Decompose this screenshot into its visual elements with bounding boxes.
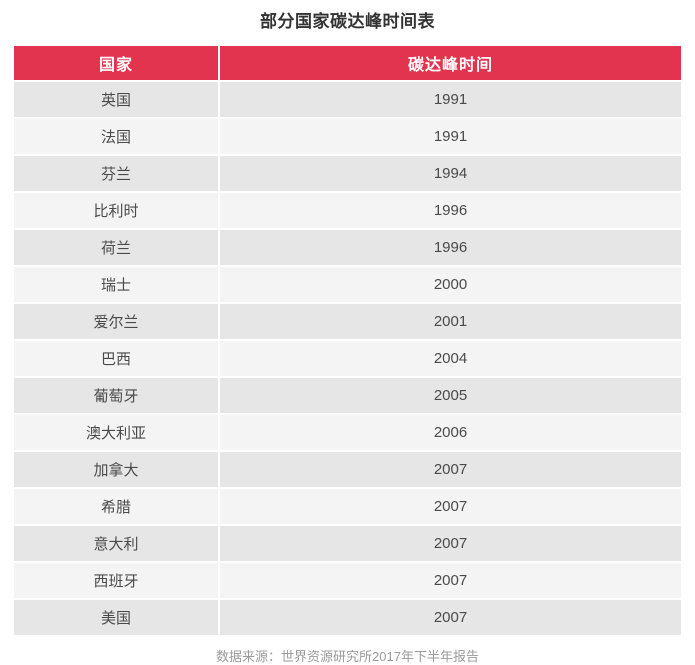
year-cell: 2007 (219, 488, 681, 526)
country-cell: 芬兰 (14, 155, 220, 193)
country-cell: 法国 (14, 118, 220, 156)
year-cell: 2007 (219, 525, 681, 563)
table-row: 爱尔兰 2001 (14, 303, 681, 341)
country-cell: 澳大利亚 (14, 414, 220, 452)
year-cell: 2007 (219, 562, 681, 600)
table-row: 西班牙 2007 (14, 562, 681, 600)
year-cell: 1996 (219, 229, 681, 267)
year-cell: 2000 (219, 266, 681, 304)
country-cell: 瑞士 (14, 266, 220, 304)
table-row: 美国 2007 (14, 599, 681, 637)
year-cell: 2007 (219, 451, 681, 489)
country-cell: 加拿大 (14, 451, 220, 489)
country-cell: 爱尔兰 (14, 303, 220, 341)
header-country: 国家 (14, 46, 220, 82)
country-cell: 葡萄牙 (14, 377, 220, 415)
table-row: 希腊 2007 (14, 488, 681, 526)
year-cell: 2004 (219, 340, 681, 378)
country-cell: 意大利 (14, 525, 220, 563)
year-cell: 2006 (219, 414, 681, 452)
country-cell: 荷兰 (14, 229, 220, 267)
table-row: 法国 1991 (14, 118, 681, 156)
country-cell: 英国 (14, 81, 220, 119)
page-title: 部分国家碳达峰时间表 (260, 12, 435, 31)
year-cell: 2007 (219, 599, 681, 637)
country-cell: 美国 (14, 599, 220, 637)
year-cell: 1996 (219, 192, 681, 230)
table-row: 巴西 2004 (14, 340, 681, 378)
year-cell: 2005 (219, 377, 681, 415)
table-header-row: 国家 碳达峰时间 (14, 46, 681, 82)
country-cell: 比利时 (14, 192, 220, 230)
country-cell: 巴西 (14, 340, 220, 378)
year-cell: 1991 (219, 81, 681, 119)
year-cell: 2001 (219, 303, 681, 341)
table-row: 瑞士 2000 (14, 266, 681, 304)
table-row: 英国 1991 (14, 81, 681, 119)
year-cell: 1994 (219, 155, 681, 193)
table-row: 意大利 2007 (14, 525, 681, 563)
table-row: 葡萄牙 2005 (14, 377, 681, 415)
data-source-note: 数据来源：世界资源研究所2017年下半年报告 (216, 649, 479, 664)
table-row: 加拿大 2007 (14, 451, 681, 489)
country-cell: 西班牙 (14, 562, 220, 600)
table-row: 澳大利亚 2006 (14, 414, 681, 452)
header-peak-time: 碳达峰时间 (219, 46, 681, 82)
table-row: 荷兰 1996 (14, 229, 681, 267)
table-row: 芬兰 1994 (14, 155, 681, 193)
carbon-peak-table: 国家 碳达峰时间 英国 1991 法国 1991 芬兰 1994 比利时 199… (14, 46, 681, 637)
country-cell: 希腊 (14, 488, 220, 526)
table-row: 比利时 1996 (14, 192, 681, 230)
year-cell: 1991 (219, 118, 681, 156)
